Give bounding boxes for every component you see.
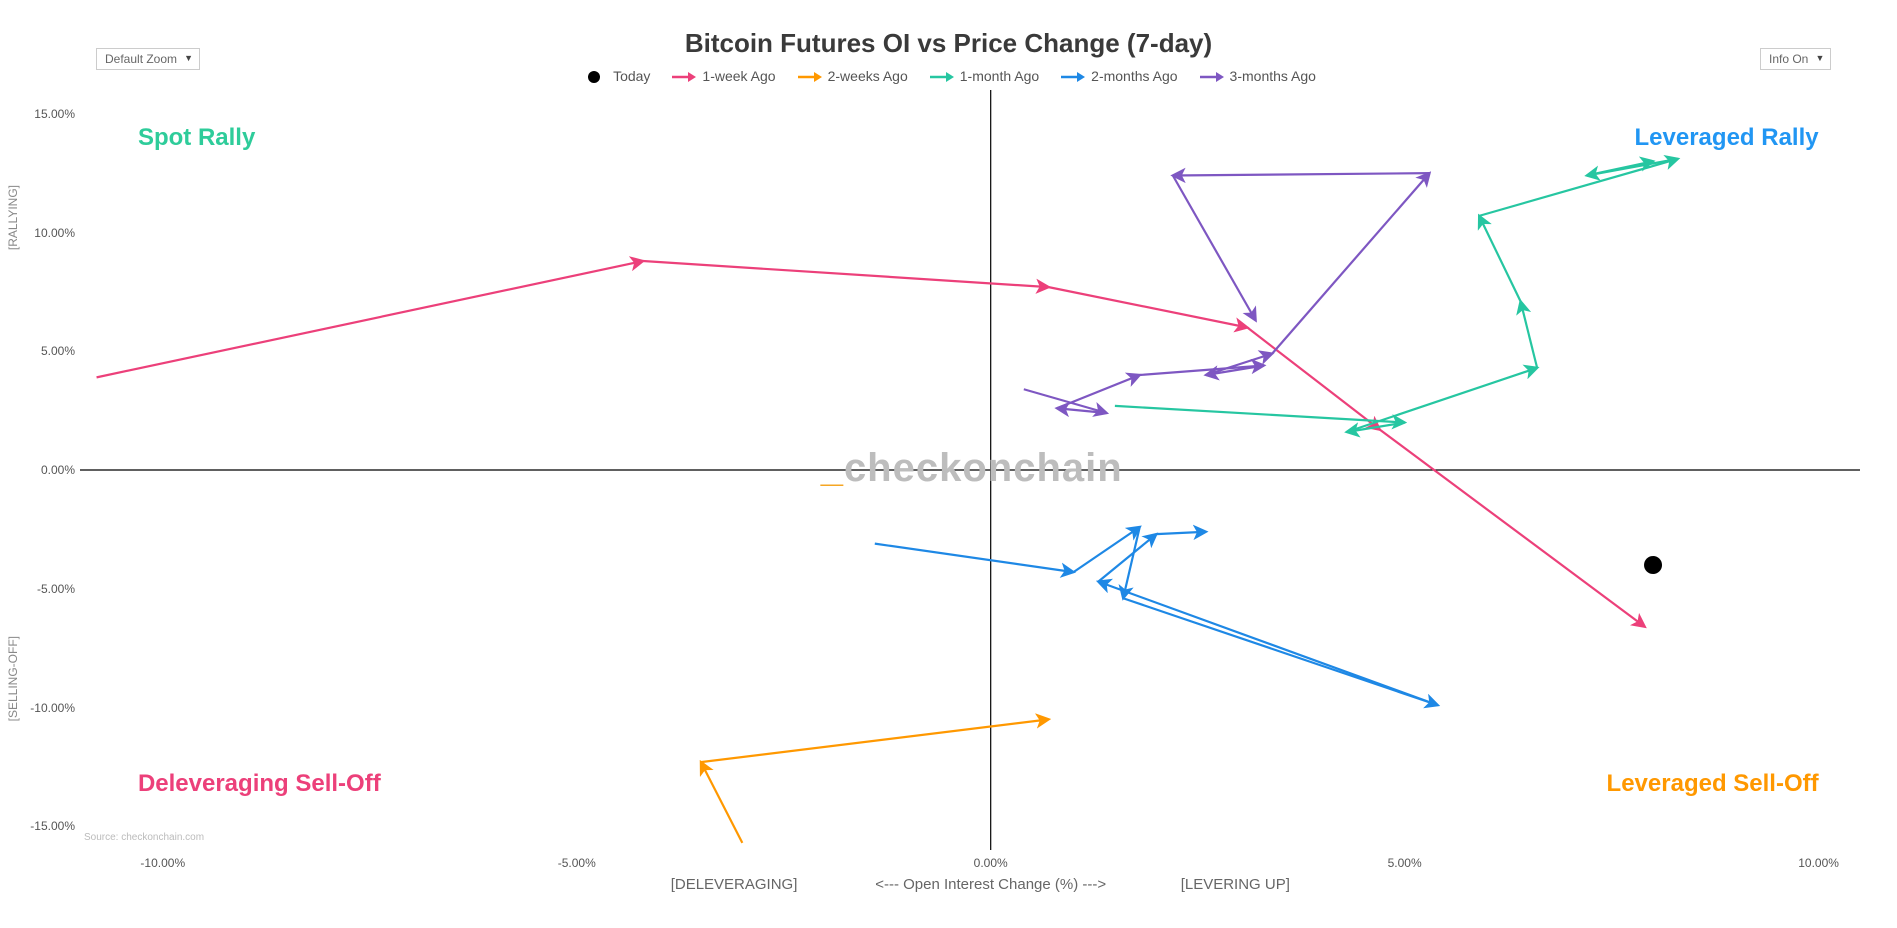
ytick-label: -10.00% [25,701,75,715]
watermark: _checkonchain [821,446,1123,491]
zoom-dropdown-value: Default Zoom [105,52,177,66]
legend-item[interactable]: 2-months Ago [1059,68,1177,84]
ytick-label: -5.00% [25,582,75,596]
xtick-label: -10.00% [138,856,188,870]
xaxis-label-right: [LEVERING UP] [1181,876,1290,893]
series-segment [1206,354,1272,375]
xaxis-label-center: <--- Open Interest Change (%) ---> [841,876,1141,893]
series-segment [1173,176,1256,321]
legend-item[interactable]: Today [581,68,650,84]
watermark-text: checkonchain [844,446,1123,490]
ytick-label: -15.00% [25,819,75,833]
info-dropdown[interactable]: Info On [1760,48,1831,70]
series-segment [97,261,643,377]
watermark-underscore: _ [821,446,844,490]
chart-title: Bitcoin Futures OI vs Price Change (7-da… [0,28,1897,59]
legend-item[interactable]: 3-months Ago [1198,68,1316,84]
series-segment [1049,287,1248,327]
series-segment [701,762,742,843]
today-point [1644,556,1662,574]
series-segment [1521,301,1538,368]
source-text: Source: checkonchain.com [84,832,204,843]
series-segment [1479,159,1678,216]
ytick-label: 5.00% [25,344,75,358]
yaxis-label-lower: [SELLING-OFF] [6,636,20,721]
series-segment [1479,216,1520,302]
legend-item[interactable]: 1-week Ago [670,68,775,84]
series-segment [1380,430,1645,627]
ytick-label: 10.00% [25,226,75,240]
series-segment [1347,368,1537,432]
series-segment [1098,582,1437,706]
legend: Today 1-week Ago 2-weeks Ago 1-month Ago 2-m… [0,68,1897,84]
series-segment [1347,423,1405,433]
xtick-label: 0.00% [966,856,1016,870]
xtick-label: 10.00% [1794,856,1844,870]
ytick-label: 15.00% [25,107,75,121]
legend-item[interactable]: 1-month Ago [928,68,1039,84]
series-segment [875,544,1074,573]
series-segment [643,261,1049,287]
info-dropdown-value: Info On [1769,52,1808,66]
series-segment [1140,366,1264,376]
series-segment [701,719,1049,762]
quadrant-label-bottom-right: Leveraged Sell-Off [1607,770,1819,798]
quadrant-label-bottom-left: Deleveraging Sell-Off [138,770,381,798]
series-segment [1098,534,1156,582]
xtick-label: 5.00% [1380,856,1430,870]
yaxis-label-upper: [RALLYING] [6,185,20,250]
series-segment [1057,375,1140,408]
series-segment [1272,173,1429,354]
xtick-label: -5.00% [552,856,602,870]
quadrant-label-top-right: Leveraged Rally [1635,124,1819,152]
ytick-label: 0.00% [25,463,75,477]
series-segment [1173,173,1430,175]
zoom-dropdown[interactable]: Default Zoom [96,48,200,70]
legend-item[interactable]: 2-weeks Ago [796,68,908,84]
xaxis-label-left: [DELEVERAGING] [671,876,798,893]
series-segment [1156,532,1206,534]
quadrant-label-top-left: Spot Rally [138,124,255,152]
